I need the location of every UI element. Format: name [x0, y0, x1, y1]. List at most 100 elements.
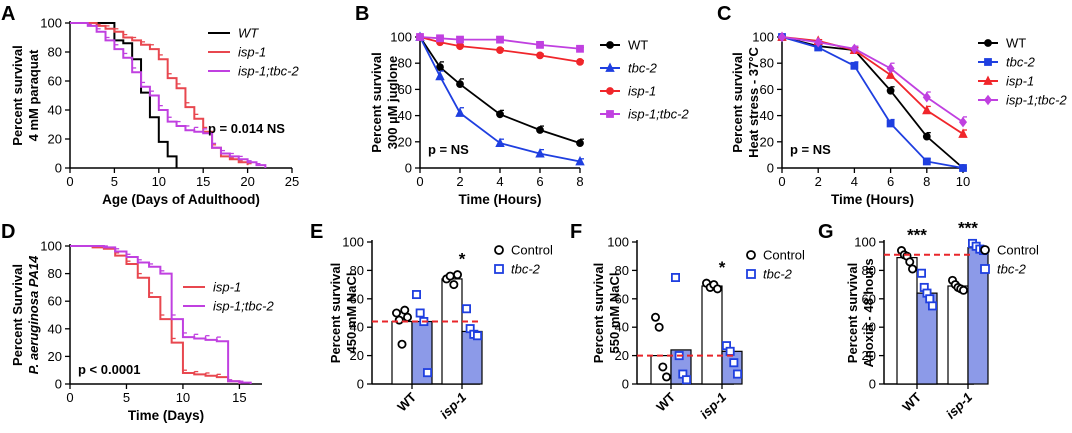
- series-isp-1: [70, 22, 252, 166]
- legend-label: WT: [238, 26, 259, 41]
- category-label: isp-1: [697, 390, 729, 422]
- data-point: [456, 80, 464, 89]
- y-tick-label: 80: [615, 263, 629, 278]
- data-point: [922, 92, 931, 103]
- series-line: [70, 22, 249, 166]
- legend-label: isp-1;tbc-2: [238, 64, 299, 79]
- data-point: [958, 116, 968, 128]
- y-tick-label: 100: [854, 235, 876, 250]
- data-point: [814, 37, 823, 48]
- y-tick-label: 20: [48, 132, 62, 147]
- y-tick-label: 60: [760, 82, 774, 97]
- x-tick-label: 0: [778, 174, 785, 189]
- p-value-annotation: p = NS: [790, 142, 831, 157]
- series-line: [781, 36, 964, 169]
- p-value-annotation: p = NS: [428, 142, 469, 157]
- legend-label: isp-1;tbc-2: [628, 107, 689, 122]
- y-tick-label: 0: [622, 377, 629, 392]
- panel-b: B 0 20 40 60 80 100 0 2 4 6 8 Time (Hours) Percent su…: [355, 3, 689, 207]
- p-value-annotation: p = 0.014 NS: [208, 121, 285, 136]
- panel-letter: E: [310, 221, 323, 243]
- legend-label: WT: [1006, 36, 1026, 51]
- data-point: [651, 312, 661, 322]
- legend-label: isp-1;tbc-2: [213, 299, 274, 314]
- data-point: [922, 104, 932, 115]
- x-tick-label: 0: [66, 174, 73, 189]
- legend-marker: [980, 264, 990, 274]
- data-point: [922, 157, 931, 166]
- y-tick-label: 60: [48, 294, 62, 309]
- panel-letter: G: [818, 221, 834, 243]
- bar-control: [701, 285, 723, 385]
- x-tick-label: 0: [66, 390, 73, 405]
- y-tick-label: 40: [48, 321, 62, 336]
- panel-c: C 0 20 40 60 80 100 0 2 4 6 8 10 Time (Hours) Percent …: [717, 3, 1067, 207]
- significance-marker: *: [459, 250, 466, 269]
- data-point: [436, 34, 444, 43]
- x-tick-label: 20: [240, 174, 254, 189]
- y-tick-label: 80: [760, 56, 774, 71]
- legend-marker: [606, 110, 614, 118]
- y-tick-label: 20: [48, 349, 62, 364]
- series-isp-1-tbc-2: [70, 22, 267, 168]
- data-point: [456, 35, 464, 44]
- data-point: [411, 290, 421, 300]
- y-axis-title-line: P. aeruginosa PA14: [26, 255, 41, 375]
- y-axis-title-line: Percent survival: [730, 52, 745, 152]
- series-isp-1-tbc-2: [70, 245, 252, 384]
- legend-label: isp-1: [1006, 74, 1034, 89]
- y-axis-title-line: Heat stress - 37°C: [746, 47, 761, 158]
- panel-a: A 0 20 40 60 80 100 0 5 10 15 20 25 Age (Days of Adul…: [1, 3, 299, 207]
- data-point: [575, 155, 585, 166]
- y-tick-label: 100: [752, 30, 774, 45]
- data-point: [922, 132, 931, 141]
- series-tbc-2: [415, 31, 585, 166]
- data-point: [400, 305, 410, 315]
- y-tick-label: 40: [862, 320, 876, 335]
- data-point: [496, 35, 504, 44]
- legend-label: isp-1: [213, 280, 241, 295]
- x-tick-label: 10: [176, 390, 190, 405]
- data-point: [928, 301, 938, 311]
- data-point: [449, 280, 459, 290]
- panel-g: G 0 20 40 60 80 100 Percent survival Anoxia - 48…: [818, 218, 1039, 421]
- y-tick-label: 40: [760, 108, 774, 123]
- panel-e: E 0 20 40 60 80 100 Percent survival 450 mM NaCl…: [310, 221, 553, 422]
- data-point: [959, 285, 969, 295]
- y-tick-label: 40: [615, 320, 629, 335]
- series-wt: [416, 33, 584, 148]
- y-axis-title-line: Percent survival: [369, 52, 384, 152]
- legend-label: tbc-2: [997, 262, 1027, 277]
- data-point: [536, 40, 544, 49]
- data-point: [917, 268, 927, 278]
- y-axis-title-line: Percent survival: [10, 45, 25, 145]
- data-point: [495, 137, 505, 148]
- y-tick-label: 20: [760, 134, 774, 149]
- y-tick-label: 60: [615, 291, 629, 306]
- bar-control: [441, 278, 463, 385]
- y-tick-label: 60: [350, 291, 364, 306]
- legend-marker: [746, 269, 756, 279]
- y-tick-label: 80: [398, 56, 412, 71]
- data-point: [436, 63, 444, 72]
- y-tick-label: 60: [862, 291, 876, 306]
- data-point: [658, 362, 668, 372]
- series-line: [781, 36, 964, 123]
- data-point: [472, 331, 482, 341]
- data-point: [576, 139, 584, 148]
- data-point: [416, 33, 424, 41]
- y-axis-title-line: Percent survival: [591, 263, 606, 363]
- x-axis-title: Time (Hours): [458, 192, 541, 207]
- data-point: [662, 372, 672, 382]
- series-wt: [70, 22, 178, 168]
- data-point: [654, 322, 664, 332]
- category-label: isp-1: [437, 390, 469, 422]
- series-line: [419, 36, 581, 163]
- data-point: [576, 57, 584, 66]
- data-point: [422, 368, 432, 378]
- bar-control: [391, 320, 413, 385]
- data-point: [391, 308, 401, 318]
- legend-marker: [606, 87, 614, 95]
- data-point: [397, 339, 407, 349]
- data-point: [733, 369, 743, 379]
